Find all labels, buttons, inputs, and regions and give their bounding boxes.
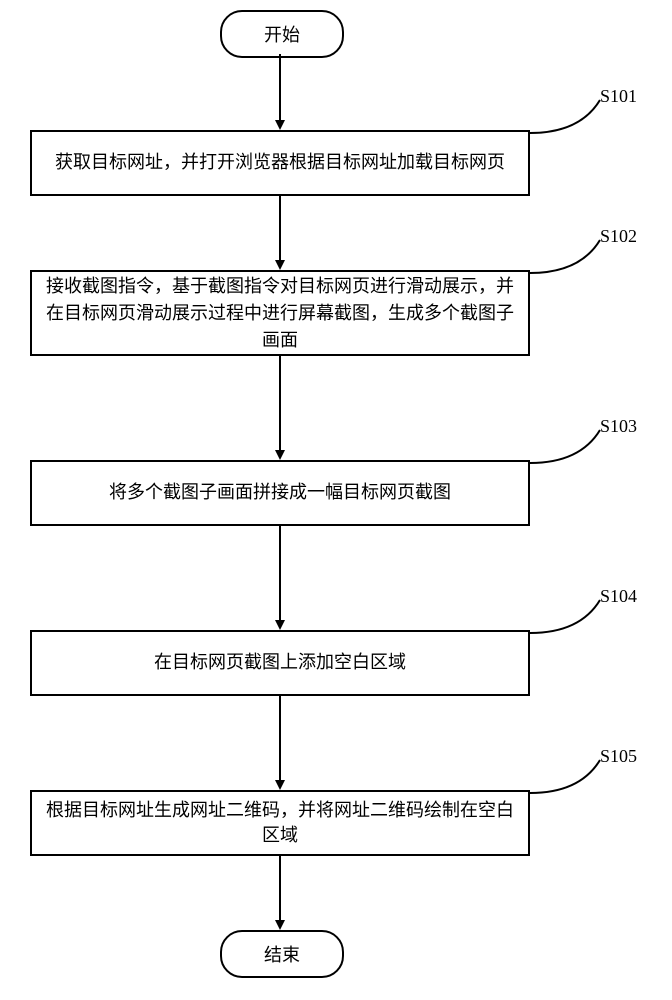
arrow-s101-s102 <box>280 196 282 270</box>
step-s105: 根据目标网址生成网址二维码，并将网址二维码绘制在空白区域 <box>30 790 530 856</box>
step-s102-text: 接收截图指令，基于截图指令对目标网页进行滑动展示，并在目标网页滑动展示过程中进行… <box>42 273 518 354</box>
step-s101-text: 获取目标网址，并打开浏览器根据目标网址加载目标网页 <box>55 150 505 175</box>
label-s105: S105 <box>600 746 637 767</box>
step-s103: 将多个截图子画面拼接成一幅目标网页截图 <box>30 460 530 526</box>
arrow-start-s101 <box>280 54 282 130</box>
step-s105-text: 根据目标网址生成网址二维码，并将网址二维码绘制在空白区域 <box>42 798 518 848</box>
step-s104: 在目标网页截图上添加空白区域 <box>30 630 530 696</box>
label-s104: S104 <box>600 586 637 607</box>
arrow-s104-s105 <box>280 696 282 790</box>
arrow-s102-s103 <box>280 356 282 460</box>
label-s102: S102 <box>600 226 637 247</box>
step-s101: 获取目标网址，并打开浏览器根据目标网址加载目标网页 <box>30 130 530 196</box>
step-s102: 接收截图指令，基于截图指令对目标网页进行滑动展示，并在目标网页滑动展示过程中进行… <box>30 270 530 356</box>
label-s103: S103 <box>600 416 637 437</box>
step-s104-text: 在目标网页截图上添加空白区域 <box>154 650 406 675</box>
end-label: 结束 <box>264 941 300 967</box>
label-s101: S101 <box>600 86 637 107</box>
arrow-s103-s104 <box>280 526 282 630</box>
arrow-s105-end <box>280 856 282 930</box>
start-node: 开始 <box>220 10 344 58</box>
end-node: 结束 <box>220 930 344 978</box>
step-s103-text: 将多个截图子画面拼接成一幅目标网页截图 <box>109 480 451 505</box>
start-label: 开始 <box>264 21 300 47</box>
